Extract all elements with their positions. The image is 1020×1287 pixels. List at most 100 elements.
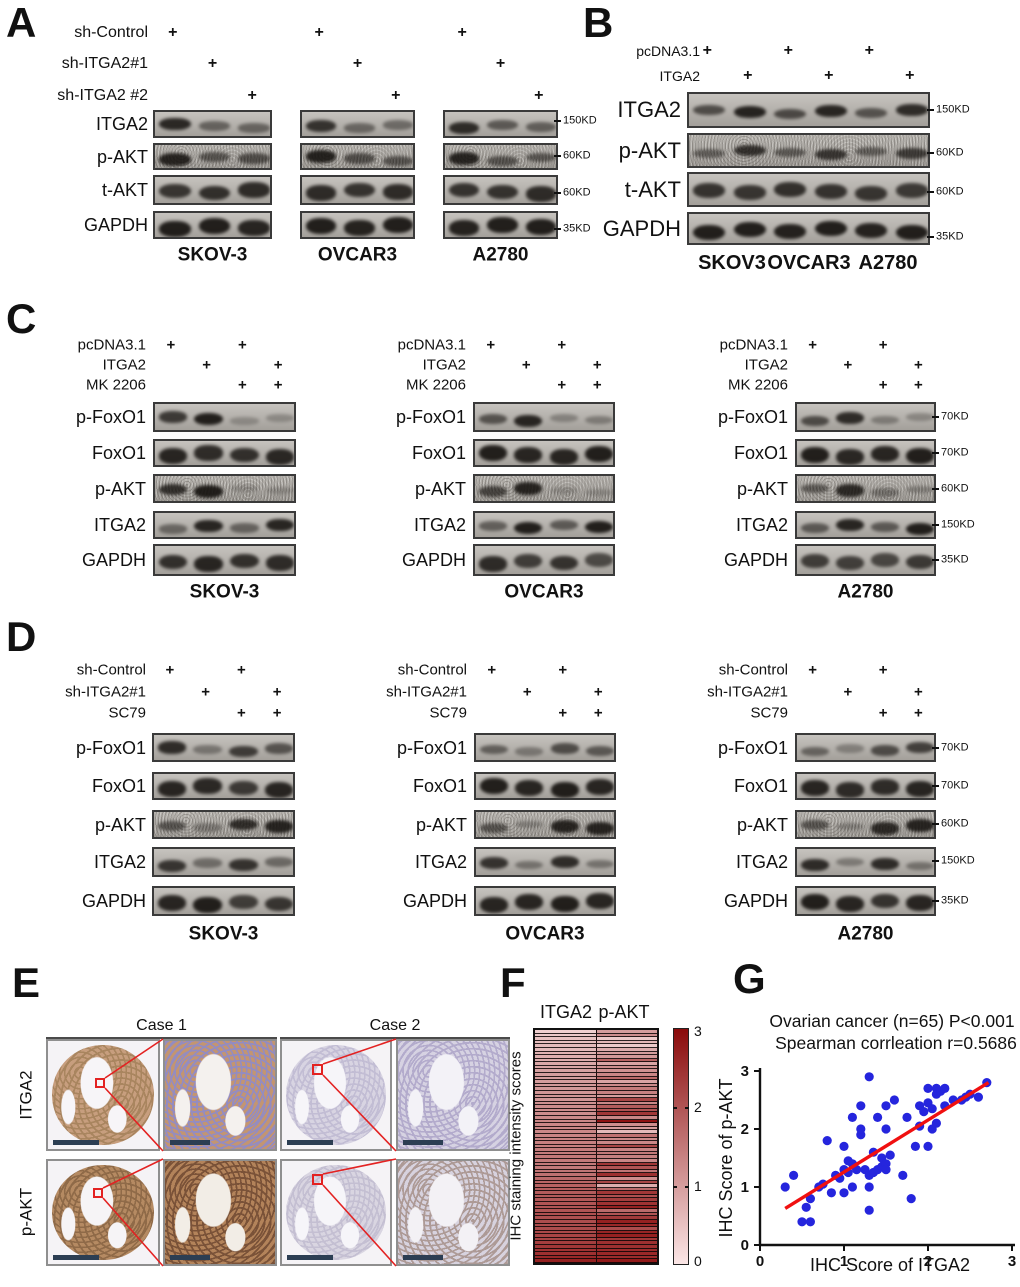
protein-band bbox=[906, 819, 934, 832]
heatmap-cell bbox=[596, 1090, 657, 1095]
scatter-point bbox=[910, 1141, 920, 1151]
heatmap-cell bbox=[596, 1044, 657, 1048]
blot-D-p-AKT-group2 bbox=[795, 810, 936, 839]
protein-band bbox=[448, 182, 480, 198]
marker-tick bbox=[932, 785, 939, 787]
scatter-point bbox=[797, 1217, 807, 1227]
protein-band bbox=[478, 486, 507, 497]
heatmap-cell bbox=[535, 1076, 596, 1081]
molecular-weight-label: 60KD bbox=[941, 482, 969, 495]
plus-mark: + bbox=[236, 704, 246, 722]
protein-band bbox=[835, 555, 864, 571]
protein-band bbox=[478, 413, 507, 425]
molecular-weight-label: 35KD bbox=[936, 230, 964, 243]
treatment-label: pcDNA3.1 bbox=[719, 336, 788, 354]
y-tick-label: 2 bbox=[741, 1121, 749, 1138]
protein-band bbox=[157, 895, 187, 911]
protein-band bbox=[265, 518, 294, 532]
protein-band bbox=[835, 449, 864, 465]
plus-mark: + bbox=[486, 336, 496, 354]
blot-C-ITGA2-group0 bbox=[153, 511, 296, 539]
heatmap-cell bbox=[535, 1205, 596, 1210]
blot-row-label: p-AKT bbox=[96, 146, 148, 167]
treatment-label: ITGA2 bbox=[659, 68, 700, 84]
heatmap-cell bbox=[535, 1252, 596, 1256]
scatter-point bbox=[902, 1112, 912, 1122]
blot-D-p-AKT-group0 bbox=[152, 810, 295, 839]
protein-band bbox=[835, 822, 864, 831]
protein-band bbox=[814, 220, 847, 237]
chart-title-line1: Ovarian cancer (n=65) P<0.001 bbox=[769, 1011, 1014, 1031]
heatmap-cell bbox=[596, 1076, 657, 1081]
blot-C-ITGA2-group2 bbox=[795, 511, 936, 539]
heatmap-cell bbox=[535, 1173, 596, 1177]
heatmap-cell bbox=[596, 1248, 657, 1253]
plus-mark: + bbox=[843, 683, 853, 701]
panel-C-letter: C bbox=[6, 295, 37, 342]
protein-band bbox=[906, 895, 934, 911]
scatter-point bbox=[873, 1112, 883, 1122]
scatter-point bbox=[923, 1141, 933, 1151]
protein-band bbox=[194, 412, 223, 426]
protein-band bbox=[514, 447, 543, 463]
blot-C-p-FoxO1-group1 bbox=[473, 402, 615, 432]
heatmap-cell bbox=[535, 1119, 596, 1124]
case-label: Case 2 bbox=[369, 1017, 421, 1034]
treatment-label: SC79 bbox=[429, 704, 467, 722]
protein-band bbox=[800, 819, 829, 830]
colorbar-tick bbox=[685, 1107, 689, 1109]
protein-band bbox=[585, 415, 613, 425]
heatmap-cell bbox=[596, 1108, 657, 1113]
scatter-point bbox=[847, 1182, 857, 1192]
heatmap-cell bbox=[596, 1047, 657, 1052]
molecular-weight-label: 35KD bbox=[941, 553, 969, 566]
marker-tick bbox=[927, 236, 934, 238]
heatmap-cell bbox=[535, 1212, 596, 1217]
heatmap-cell bbox=[596, 1241, 657, 1246]
heatmap-cell bbox=[535, 1159, 596, 1163]
heatmap-cell bbox=[535, 1176, 596, 1181]
heatmap-cell bbox=[535, 1069, 596, 1073]
marker-tick bbox=[927, 191, 934, 193]
scatter-point bbox=[881, 1101, 891, 1111]
cell-line-label: SKOV-3 bbox=[188, 923, 259, 945]
scatter-point bbox=[973, 1092, 983, 1102]
blot-D-FoxO1-group0 bbox=[152, 772, 295, 800]
ihc-row-label: ITGA2 bbox=[16, 1070, 36, 1120]
blot-A-t-AKT-group1 bbox=[300, 175, 415, 205]
blot-D-ITGA2-group2 bbox=[795, 847, 936, 877]
heatmap-cell bbox=[596, 1087, 657, 1091]
treatment-label: MK 2206 bbox=[85, 376, 146, 394]
zoom-region-box bbox=[93, 1188, 103, 1198]
plus-mark: + bbox=[202, 356, 212, 374]
ihc-image-core bbox=[46, 1039, 160, 1151]
protein-band bbox=[586, 822, 614, 835]
plus-mark: + bbox=[521, 356, 531, 374]
molecular-weight-label: 70KD bbox=[941, 779, 969, 792]
treatment-label: sh-ITGA2#1 bbox=[707, 683, 788, 701]
protein-band bbox=[855, 222, 888, 239]
molecular-weight-label: 150KD bbox=[563, 114, 597, 127]
x-axis-label: IHC Score of ITGA2 bbox=[810, 1255, 970, 1275]
protein-band bbox=[265, 414, 294, 422]
heatmap-cell bbox=[596, 1155, 657, 1160]
heatmap-cell bbox=[596, 1198, 657, 1203]
scatter-point bbox=[839, 1188, 849, 1198]
blot-A-GAPDH-group1 bbox=[300, 211, 415, 239]
blot-D-ITGA2-group1 bbox=[474, 847, 616, 877]
blot-row-label: p-AKT bbox=[736, 814, 788, 835]
blot-row-label: p-AKT bbox=[736, 478, 788, 499]
protein-band bbox=[229, 894, 258, 910]
blot-row-label: FoxO1 bbox=[91, 776, 146, 796]
protein-band bbox=[906, 741, 934, 754]
heatmap-cell bbox=[535, 1133, 596, 1138]
heatmap-column-header: ITGA2 bbox=[539, 1002, 593, 1022]
treatment-label: sh-ITGA2#1 bbox=[65, 683, 146, 701]
blot-C-p-AKT-group0 bbox=[153, 474, 296, 503]
blot-C-GAPDH-group1 bbox=[473, 544, 615, 576]
heatmap-cell bbox=[535, 1148, 596, 1152]
protein-band bbox=[871, 553, 900, 567]
zoom-region-box bbox=[95, 1078, 105, 1088]
heatmap-cell bbox=[596, 1191, 657, 1195]
heatmap-cell bbox=[535, 1137, 596, 1142]
